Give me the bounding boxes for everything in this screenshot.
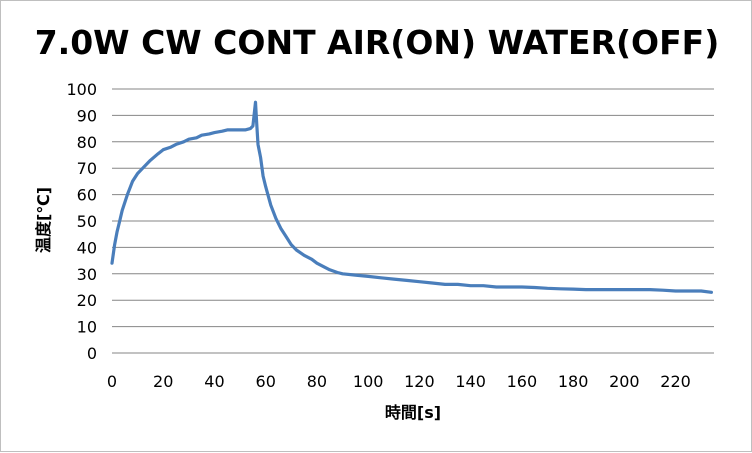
y-tick-label: 0 [87, 344, 97, 363]
x-tick-label: 160 [507, 372, 538, 391]
x-tick-label: 40 [204, 372, 224, 391]
y-tick-label: 10 [77, 318, 97, 337]
y-tick-labels: 0 10 20 30 40 50 60 70 80 90 100 [66, 80, 97, 363]
x-tick-label: 60 [256, 372, 276, 391]
x-tick-label: 180 [558, 372, 589, 391]
x-tick-label: 20 [153, 372, 173, 391]
x-tick-label: 80 [307, 372, 327, 391]
y-tick-label: 40 [77, 238, 97, 257]
y-axis-label: 温度[℃] [34, 187, 53, 254]
y-tick-label: 80 [77, 133, 97, 152]
x-tick-label: 140 [455, 372, 486, 391]
series-line [110, 100, 713, 294]
y-tick-label: 60 [77, 186, 97, 205]
y-tick-label: 20 [77, 291, 97, 310]
x-tick-label: 220 [660, 372, 691, 391]
y-tick-label: 90 [77, 106, 97, 125]
x-tick-label: 0 [107, 372, 117, 391]
chart-title: 7.0W CW CONT AIR(ON) WATER(OFF) [35, 23, 720, 62]
y-tick-label: 100 [66, 80, 97, 99]
y-tick-label: 30 [77, 265, 97, 284]
x-tick-label: 200 [609, 372, 640, 391]
gridlines [112, 88, 714, 328]
y-tick-label: 70 [77, 159, 97, 178]
x-tick-label: 100 [353, 372, 384, 391]
y-tick-label: 50 [77, 212, 97, 231]
x-tick-labels: 0 20 40 60 80 100 120 140 160 180 200 220 [107, 372, 691, 391]
x-axis-label: 時間[s] [385, 403, 441, 422]
x-tick-label: 120 [404, 372, 435, 391]
